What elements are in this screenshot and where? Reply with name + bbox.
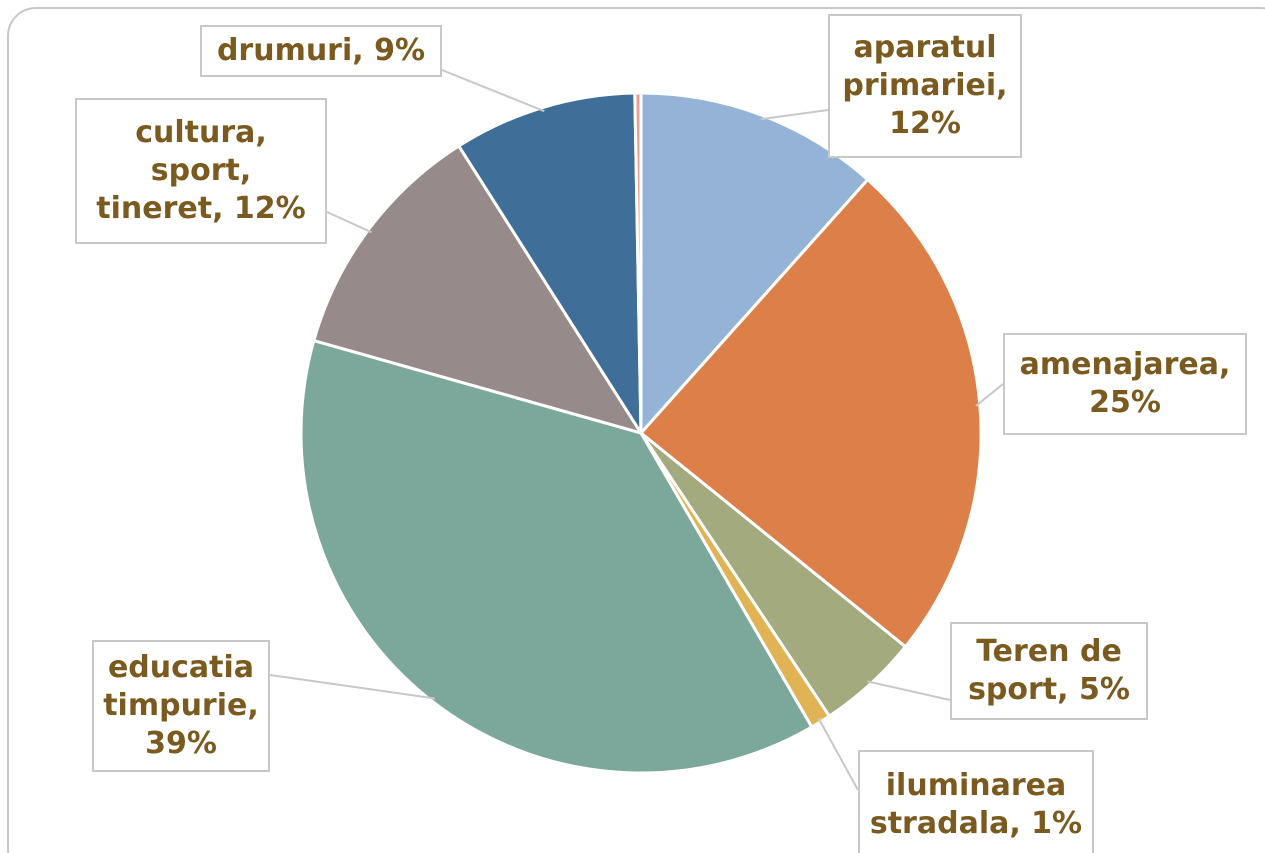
data-label: cultura, sport, tineret, 12% [75,98,327,244]
leader-line [867,680,951,701]
leader-line [817,717,859,791]
data-label: aparatul primariei, 12% [828,14,1022,158]
data-label: Teren de sport, 5% [950,622,1148,720]
pie-slice [633,91,643,434]
data-label: iluminarea stradala, 1% [858,750,1094,853]
leader-line [975,383,1004,407]
leader-line [760,109,829,121]
leader-line [269,674,436,700]
pie-slice [638,177,983,649]
pie-slice [299,338,814,775]
pie-slice [456,91,643,439]
data-label: amenajarea, 25% [1003,333,1247,435]
data-label: educatia timpurie, 39% [92,640,270,772]
leader-line [326,211,372,234]
pie-slice [639,91,870,437]
data-label: drumuri, 9% [200,25,442,77]
frame [7,7,1265,853]
leader-line [441,69,545,113]
